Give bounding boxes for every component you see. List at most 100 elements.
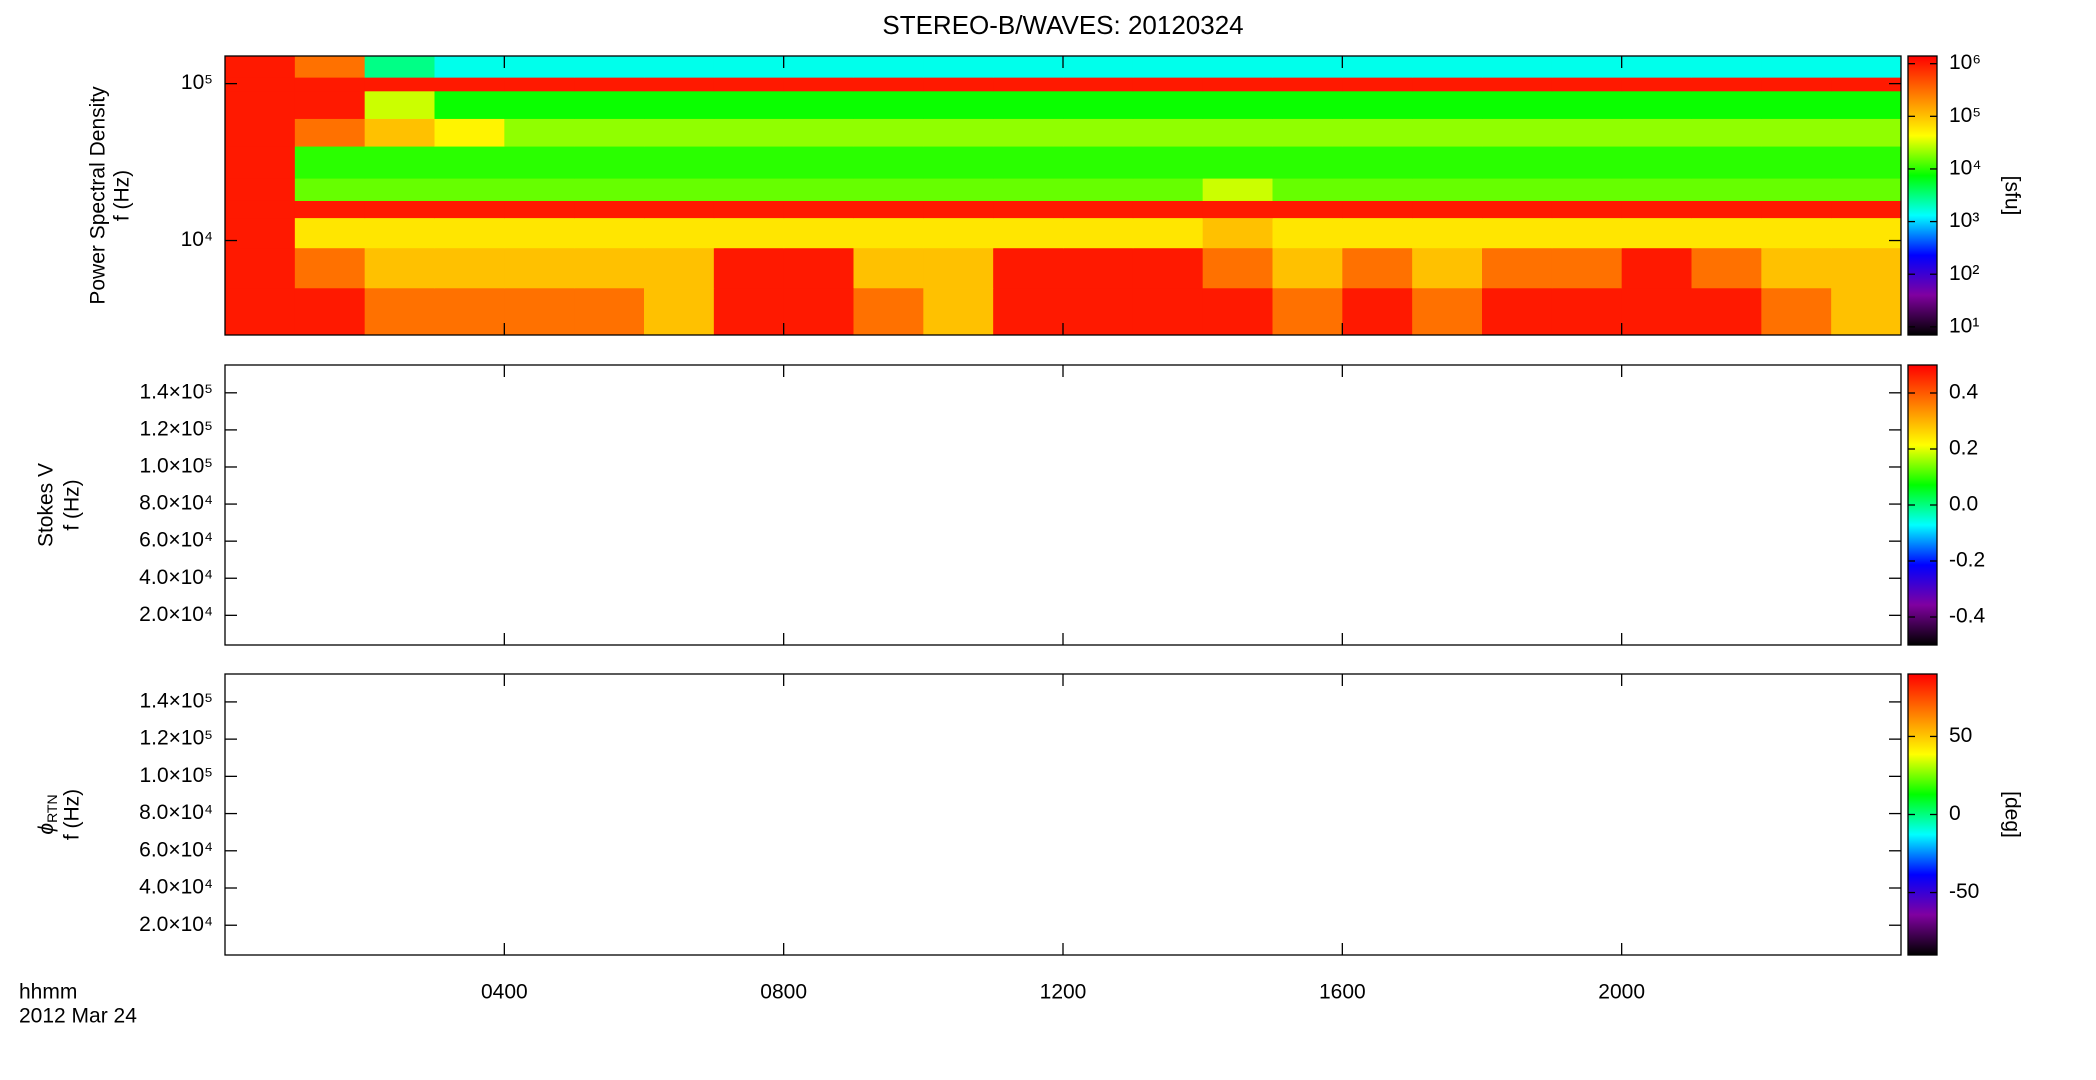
heatmap-cell [504, 217, 575, 249]
heatmap-cell [993, 118, 1064, 147]
y-tick-label: 10⁴ [181, 228, 213, 251]
heatmap-cell [644, 217, 715, 249]
heatmap-cell [225, 56, 296, 78]
heatmap-cell [923, 247, 994, 289]
heatmap-cell [1412, 56, 1483, 78]
heatmap-cell [574, 146, 645, 179]
heatmap-cell [713, 178, 785, 201]
heatmap-cell [923, 217, 994, 249]
heatmap-cell [364, 56, 435, 78]
heatmap-cell [1482, 77, 1553, 92]
heatmap-cell [434, 217, 505, 249]
heatmap-cell [1691, 118, 1762, 147]
heatmap-cell [1551, 178, 1623, 201]
colorbar-tick-label: 0.2 [1949, 437, 1978, 460]
heatmap-cell [364, 217, 435, 249]
heatmap-cell [1202, 217, 1273, 249]
y-axis-title: f (Hz) [111, 170, 134, 221]
axis-symbol: ϕ [35, 823, 58, 835]
heatmap-cell [644, 178, 715, 201]
heatmap-cell [713, 247, 785, 289]
heatmap-cell [574, 90, 645, 119]
heatmap-cell [923, 77, 994, 92]
heatmap-cell [294, 77, 366, 92]
heatmap-cell [923, 178, 994, 201]
heatmap-cell [1063, 200, 1134, 219]
heatmap-cell [1412, 247, 1483, 289]
y-tick-label: 1.4×10⁵ [139, 380, 213, 403]
heatmap-cell [1063, 90, 1134, 119]
x-tick-label: 1600 [1319, 981, 1366, 1004]
heatmap-cell [923, 90, 994, 119]
heatmap-cell [1342, 77, 1413, 92]
y-axis-title: f (Hz) [61, 479, 84, 530]
heatmap-cell [1202, 178, 1273, 201]
heatmap-cell [1342, 146, 1413, 179]
heatmap-cell [1831, 247, 1902, 289]
y-tick-label: 8.0×10⁴ [139, 492, 213, 515]
heatmap-cell [783, 178, 854, 201]
y-tick-label: 1.2×10⁵ [139, 727, 213, 750]
heatmap-cell [993, 77, 1064, 92]
heatmap-cell [294, 247, 366, 289]
heatmap-cell [923, 118, 994, 147]
heatmap-cell [1831, 146, 1902, 179]
heatmap-cell [574, 118, 645, 147]
heatmap-cell [1482, 247, 1553, 289]
heatmap-cell [504, 90, 575, 119]
heatmap-cell [574, 200, 645, 219]
heatmap-cell [1551, 247, 1623, 289]
heatmap-cell [225, 90, 296, 119]
colorbar-tick-label: 50 [1949, 724, 1972, 747]
heatmap-cell [993, 146, 1064, 179]
axis-subscript: RTN [44, 794, 60, 823]
heatmap-cell [294, 146, 366, 179]
heatmap-cell [364, 287, 435, 336]
heatmap-cell [1831, 118, 1902, 147]
y-axis-title: Stokes V [35, 463, 58, 547]
colorbar [1907, 55, 1938, 336]
heatmap-cell [364, 178, 435, 201]
colorbar-tick-label: 10³ [1949, 209, 1979, 232]
heatmap-cell [364, 77, 435, 92]
heatmap-cell [1621, 287, 1692, 336]
heatmap-cell [993, 247, 1064, 289]
heatmap-cell [1551, 90, 1623, 119]
heatmap-cell [364, 146, 435, 179]
heatmap-cell [1482, 146, 1553, 179]
heatmap-cell [1551, 200, 1623, 219]
heatmap-cell [434, 200, 505, 219]
heatmap-cell [713, 287, 785, 336]
y-tick-label: 1.0×10⁵ [139, 764, 213, 787]
heatmap-cell [713, 56, 785, 78]
heatmap-cell [1761, 287, 1832, 336]
heatmap-cell [1132, 217, 1204, 249]
x-tick-label: 2000 [1598, 981, 1645, 1004]
heatmap-cell [1132, 56, 1204, 78]
heatmap-cell [1342, 90, 1413, 119]
heatmap-cell [225, 217, 296, 249]
heatmap-cell [1063, 217, 1134, 249]
heatmap-cell [853, 217, 924, 249]
heatmap-cell [434, 178, 505, 201]
colorbar-tick-label: 0.0 [1949, 493, 1978, 516]
heatmap-cell [1761, 247, 1832, 289]
heatmap-cell [504, 287, 575, 336]
heatmap-cell [1691, 217, 1762, 249]
heatmap-cell [364, 90, 435, 119]
heatmap-cell [644, 56, 715, 78]
colorbar-tick-label: 0.4 [1949, 381, 1979, 404]
heatmap-cell [923, 287, 994, 336]
heatmap-cell [853, 77, 924, 92]
heatmap-cell [923, 200, 994, 219]
heatmap-cell [504, 118, 575, 147]
colorbar-tick-label: 0 [1949, 802, 1961, 825]
heatmap-cell [294, 118, 366, 147]
heatmap-cell [1691, 200, 1762, 219]
heatmap-cell [1202, 146, 1273, 179]
heatmap-cell [225, 247, 296, 289]
heatmap-cell [1482, 90, 1553, 119]
heatmap-cell [923, 56, 994, 78]
heatmap-cell [783, 56, 854, 78]
